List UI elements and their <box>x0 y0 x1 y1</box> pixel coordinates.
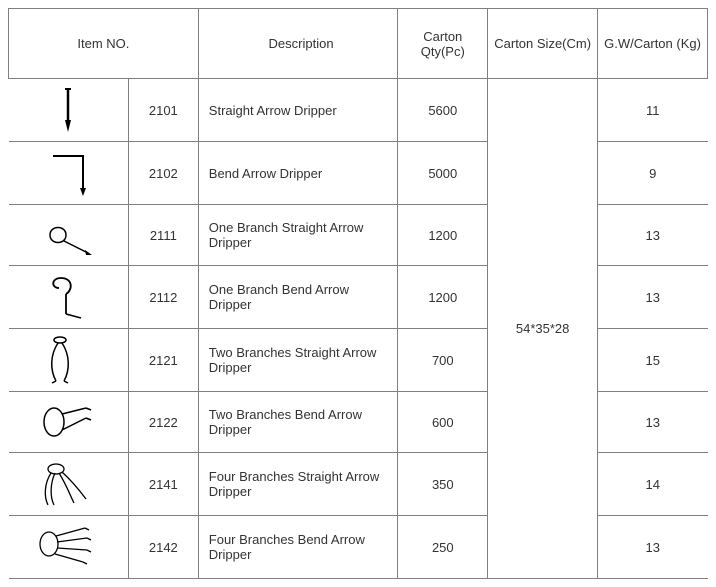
carton-size-cell: 54*35*28 <box>488 79 598 579</box>
two-branches-straight-icon <box>38 335 98 385</box>
qty-cell: 5000 <box>398 142 488 205</box>
qty-cell: 350 <box>398 453 488 516</box>
table-row: 2112 One Branch Bend Arrow Dripper 1200 … <box>9 266 708 329</box>
gw-cell: 13 <box>598 392 708 453</box>
four-branches-bend-icon <box>33 522 103 572</box>
description-cell: One Branch Bend Arrow Dripper <box>198 266 398 329</box>
item-icon-cell <box>9 392 129 453</box>
table-row: 2102 Bend Arrow Dripper 5000 9 <box>9 142 708 205</box>
two-branches-bend-icon <box>36 398 101 446</box>
table-row: 2111 One Branch Straight Arrow Dripper 1… <box>9 205 708 266</box>
gw-cell: 13 <box>598 205 708 266</box>
gw-cell: 15 <box>598 329 708 392</box>
item-icon-cell <box>9 453 129 516</box>
gw-cell: 14 <box>598 453 708 516</box>
header-item-no: Item NO. <box>9 9 199 79</box>
gw-cell: 9 <box>598 142 708 205</box>
item-no-cell: 2102 <box>128 142 198 205</box>
description-cell: Straight Arrow Dripper <box>198 79 398 142</box>
header-carton-size: Carton Size(Cm) <box>488 9 598 79</box>
one-branch-bend-icon <box>41 272 96 322</box>
qty-cell: 700 <box>398 329 488 392</box>
qty-cell: 5600 <box>398 79 488 142</box>
qty-cell: 250 <box>398 516 488 579</box>
item-icon-cell <box>9 516 129 579</box>
gw-cell: 13 <box>598 516 708 579</box>
header-gw: G.W/Carton (Kg) <box>598 9 708 79</box>
item-no-cell: 2121 <box>128 329 198 392</box>
header-description: Description <box>198 9 398 79</box>
four-branches-straight-icon <box>36 459 101 509</box>
table-row: 2121 Two Branches Straight Arrow Dripper… <box>9 329 708 392</box>
description-cell: Two Branches Bend Arrow Dripper <box>198 392 398 453</box>
item-no-cell: 2101 <box>128 79 198 142</box>
item-no-cell: 2122 <box>128 392 198 453</box>
item-icon-cell <box>9 142 129 205</box>
dripper-spec-table: Item NO. Description Carton Qty(Pc) Cart… <box>8 8 708 579</box>
item-no-cell: 2141 <box>128 453 198 516</box>
gw-cell: 13 <box>598 266 708 329</box>
qty-cell: 1200 <box>398 205 488 266</box>
item-no-cell: 2112 <box>128 266 198 329</box>
table-row: 2142 Four Branches Bend Arrow Dripper 25… <box>9 516 708 579</box>
header-row: Item NO. Description Carton Qty(Pc) Cart… <box>9 9 708 79</box>
item-icon-cell <box>9 205 129 266</box>
table-row: 2101 Straight Arrow Dripper 5600 54*35*2… <box>9 79 708 142</box>
item-no-cell: 2111 <box>128 205 198 266</box>
item-icon-cell <box>9 79 129 142</box>
description-cell: Two Branches Straight Arrow Dripper <box>198 329 398 392</box>
table-row: 2141 Four Branches Straight Arrow Drippe… <box>9 453 708 516</box>
description-cell: Four Branches Straight Arrow Dripper <box>198 453 398 516</box>
description-cell: Four Branches Bend Arrow Dripper <box>198 516 398 579</box>
header-carton-qty: Carton Qty(Pc) <box>398 9 488 79</box>
description-cell: One Branch Straight Arrow Dripper <box>198 205 398 266</box>
table-row: 2122 Two Branches Bend Arrow Dripper 600… <box>9 392 708 453</box>
bend-arrow-dripper-icon <box>43 148 93 198</box>
straight-arrow-dripper-icon <box>43 85 93 135</box>
item-icon-cell <box>9 329 129 392</box>
qty-cell: 600 <box>398 392 488 453</box>
item-icon-cell <box>9 266 129 329</box>
one-branch-straight-icon <box>38 211 98 259</box>
item-no-cell: 2142 <box>128 516 198 579</box>
qty-cell: 1200 <box>398 266 488 329</box>
gw-cell: 11 <box>598 79 708 142</box>
description-cell: Bend Arrow Dripper <box>198 142 398 205</box>
